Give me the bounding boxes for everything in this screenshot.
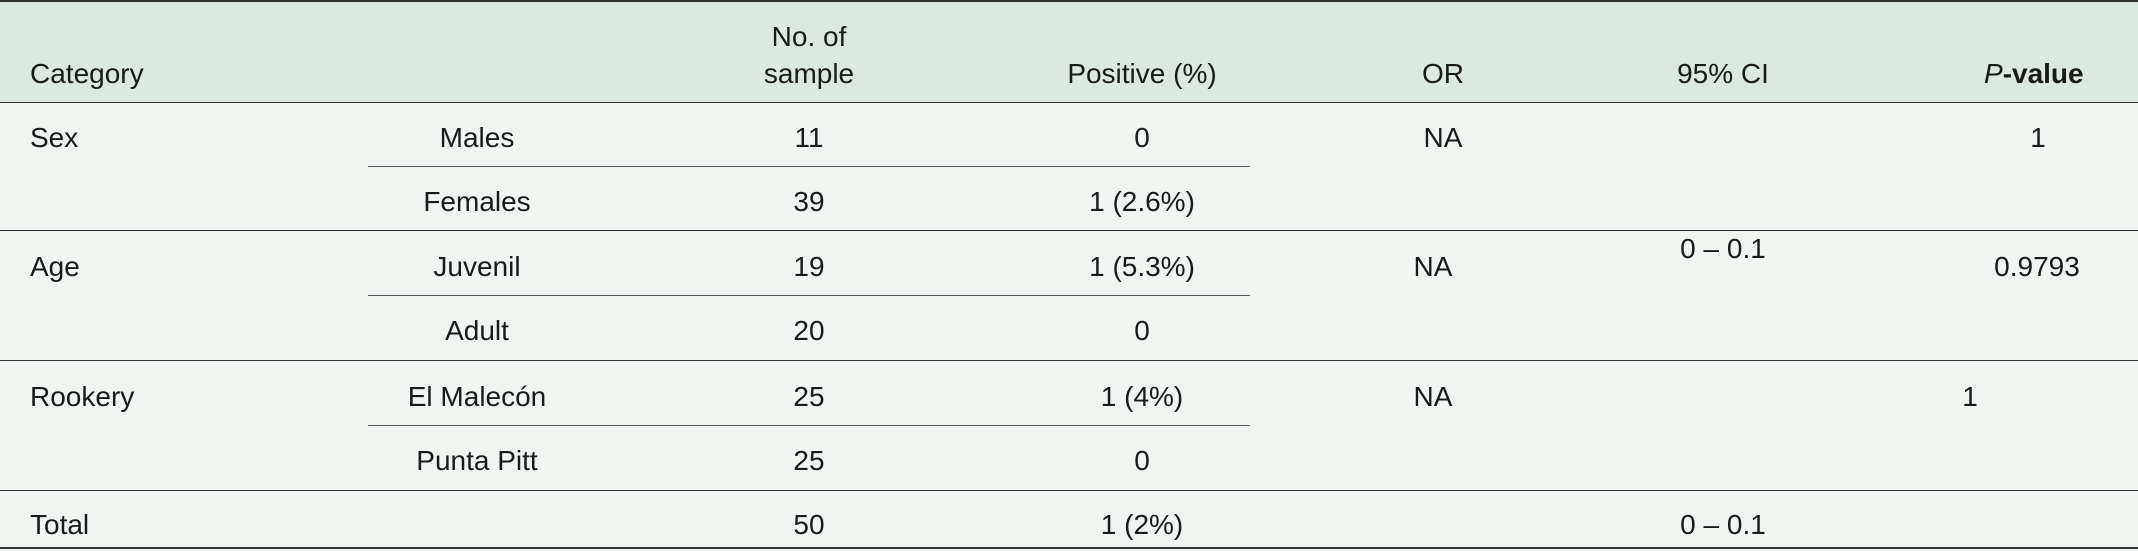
group-divider-age-rookery — [0, 360, 2138, 361]
row-total-positive: 1 (2%) — [1100, 509, 1184, 540]
row-sex-pvalue: 1 — [2030, 122, 2046, 153]
row-rookery-sub1-positive: 1 (4%) — [1100, 381, 1184, 412]
row-sex-sub2-positive: 1 (2.6%) — [1089, 186, 1195, 217]
row-sex-category: Sex — [30, 122, 79, 153]
row-rookery-sub1-samples: 25 — [793, 381, 825, 412]
header-positive: Positive (%) — [1067, 58, 1217, 89]
row-rookery-sub2-samples: 25 — [793, 445, 825, 476]
header-pvalue-p: P — [1984, 58, 2003, 89]
header-samples-line2: sample — [763, 58, 855, 89]
row-age-sub1-label: Juvenil — [433, 251, 521, 282]
row-sex-sub1-label: Males — [439, 122, 515, 153]
row-sex-sub1-positive: 0 — [1134, 122, 1150, 153]
row-rookery-sub2-positive: 0 — [1134, 445, 1150, 476]
row-sex-sub2-label: Females — [423, 186, 531, 217]
row-age-sub2-label: Adult — [445, 315, 509, 346]
row-rookery-subdivider — [368, 425, 1250, 426]
group-divider-sex-age — [0, 230, 2138, 231]
shared-ci-value: 0 – 0.1 — [1680, 233, 1766, 264]
group-divider-rookery-total — [0, 490, 2138, 491]
row-age-sub1-samples: 19 — [793, 251, 825, 282]
header-or: OR — [1422, 58, 1464, 89]
row-age-sub1-positive: 1 (5.3%) — [1089, 251, 1195, 282]
header-ci: 95% CI — [1677, 58, 1769, 89]
row-total-ci: 0 – 0.1 — [1680, 509, 1766, 540]
row-rookery-category: Rookery — [30, 381, 135, 412]
header-samples-line1: No. of — [771, 21, 847, 52]
row-age-pvalue: 0.9793 — [1994, 251, 2080, 282]
row-total-samples: 50 — [793, 509, 825, 540]
header-divider — [0, 102, 2138, 103]
row-age-sub2-samples: 20 — [793, 315, 825, 346]
table-top-border — [0, 0, 2138, 2]
header-pvalue-rest: -value — [2002, 58, 2084, 89]
header-category: Category — [30, 58, 144, 89]
row-total-category: Total — [30, 509, 90, 540]
row-rookery-sub2-label: Punta Pitt — [416, 445, 538, 476]
table-bottom-border — [0, 547, 2138, 549]
row-age-sub2-positive: 0 — [1134, 315, 1150, 346]
table-header-band — [0, 0, 2138, 102]
row-rookery-or: NA — [1413, 381, 1453, 412]
row-rookery-sub1-label: El Malecón — [407, 381, 547, 412]
row-sex-or: NA — [1423, 122, 1463, 153]
row-age-subdivider — [368, 295, 1250, 296]
row-sex-sub2-samples: 39 — [793, 186, 825, 217]
row-sex-subdivider — [368, 166, 1250, 167]
row-age-or: NA — [1413, 251, 1453, 282]
row-rookery-pvalue: 1 — [1962, 381, 1978, 412]
header-pvalue: P-value — [1984, 57, 2084, 91]
row-age-category: Age — [30, 251, 80, 282]
row-sex-sub1-samples: 11 — [794, 122, 824, 153]
